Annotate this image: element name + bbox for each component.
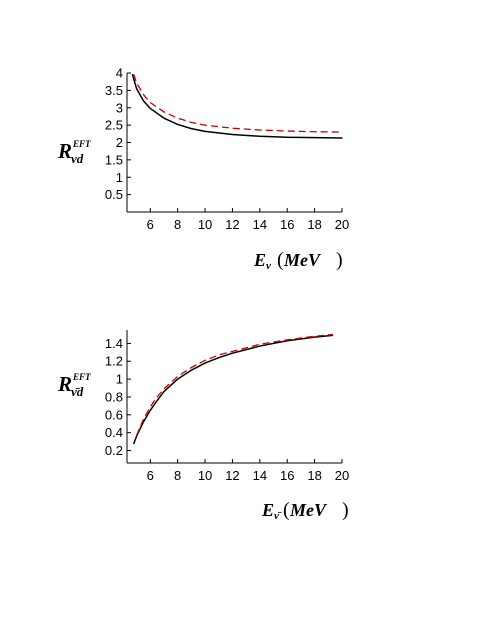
y-tick-label: 4 (116, 66, 123, 81)
x-tick-label: 16 (280, 217, 294, 232)
y-tick-label: 3 (116, 100, 123, 115)
y-tick-label: 3.5 (105, 83, 123, 98)
y-tick-label: 1 (116, 372, 123, 387)
series-line-solid (131, 73, 343, 139)
y-label-main: R (57, 372, 72, 396)
x-tick-label: 6 (147, 217, 154, 232)
x-label-paren-close: ) (336, 249, 343, 271)
x-tick-label: 18 (307, 217, 321, 232)
x-tick-label: 20 (335, 217, 349, 232)
series-line-solid (133, 334, 334, 445)
x-tick-label: 16 (280, 468, 294, 483)
chart-bottom: R ν̄d EFT E ν̄ ( MeV ) 0.2 0.4 0.6 0.8 1 1.2 1… (57, 330, 349, 522)
x-label-paren-open: ( (283, 499, 290, 521)
x-tick-label: 8 (174, 217, 181, 232)
y-tick-label: 1.2 (105, 354, 123, 369)
y-label-sub: ν̄d (71, 384, 84, 399)
y-label-sup: EFT (72, 372, 91, 382)
y-axis-label: R νd EFT (57, 139, 91, 166)
y-tick-label: 1.4 (105, 336, 123, 351)
y-tick-label: 0.4 (105, 425, 123, 440)
y-tick-label: 0.6 (105, 407, 123, 422)
x-label-unit: MeV (289, 500, 328, 520)
x-tick-label: 10 (198, 217, 212, 232)
x-tick-label: 8 (174, 468, 181, 483)
y-tick-label: 0.5 (105, 187, 123, 202)
y-label-main: R (57, 139, 72, 163)
chart-top: R νd EFT E ν ( MeV ) 0.5 1 1.5 2 2.5 3 3.5 4 6 8 1… (57, 66, 349, 273)
y-tick-label: 0.2 (105, 443, 123, 458)
x-tick-label: 12 (225, 468, 239, 483)
y-tick-label: 1 (116, 170, 123, 185)
x-axis-label: E ν ( MeV ) (253, 249, 343, 272)
y-label-sub: νd (71, 151, 84, 166)
x-tick-label: 6 (147, 468, 154, 483)
x-tick-label: 12 (225, 217, 239, 232)
y-label-sup: EFT (72, 139, 91, 149)
x-label-paren-close: ) (342, 499, 349, 521)
y-tick-label: 0.8 (105, 389, 123, 404)
x-tick-label: 10 (198, 468, 212, 483)
y-tick-label: 2 (116, 135, 123, 150)
x-label-main: E (253, 250, 266, 270)
y-tick-label: 1.5 (105, 152, 123, 167)
x-label-unit: MeV (283, 250, 322, 270)
x-label-sub: ν̄ (274, 510, 282, 522)
series-line-dashed (133, 74, 343, 133)
y-tick-label: 2.5 (105, 118, 123, 133)
x-tick-label: 18 (307, 468, 321, 483)
x-axis-label: E ν̄ ( MeV ) (261, 499, 349, 522)
x-tick-label: 14 (253, 468, 267, 483)
x-label-sub: ν (266, 260, 271, 272)
x-tick-label: 20 (335, 468, 349, 483)
y-axis-label: R ν̄d EFT (57, 372, 91, 399)
series-line-dashed (135, 333, 334, 436)
x-tick-label: 14 (253, 217, 267, 232)
x-label-paren-open: ( (277, 249, 284, 271)
x-label-main: E (261, 500, 274, 520)
